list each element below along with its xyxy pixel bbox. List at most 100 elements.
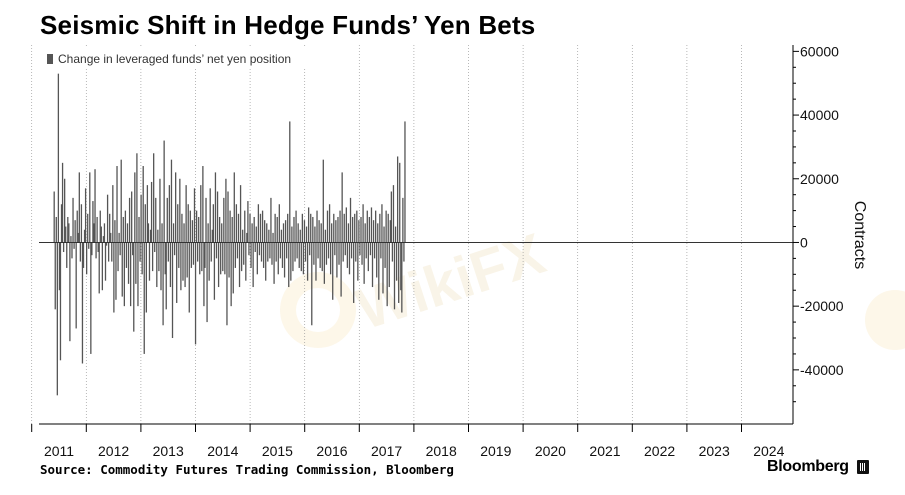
bar — [166, 197, 168, 243]
bar — [171, 242, 174, 339]
bar — [293, 216, 295, 243]
bar — [167, 242, 169, 262]
bar — [114, 220, 116, 243]
bar — [259, 213, 262, 243]
bar — [125, 242, 128, 268]
bar — [115, 242, 117, 300]
bar — [278, 204, 280, 243]
bar — [268, 229, 270, 243]
bar — [359, 242, 361, 256]
bar — [253, 216, 255, 243]
bar — [321, 242, 323, 272]
bar — [122, 216, 124, 243]
bar — [403, 242, 405, 262]
bar — [386, 242, 388, 307]
bar — [83, 229, 86, 243]
bar — [356, 210, 358, 243]
bar — [385, 210, 387, 243]
bar — [389, 220, 391, 243]
bar — [80, 204, 83, 243]
bar — [173, 242, 176, 256]
bar — [192, 242, 195, 265]
bar — [105, 242, 108, 246]
bar — [169, 242, 172, 288]
bar — [116, 166, 118, 243]
bar — [254, 242, 256, 253]
bar — [119, 242, 121, 256]
y-tick-label: 0 — [800, 234, 808, 250]
bar — [377, 223, 379, 243]
bar — [214, 172, 217, 243]
bar — [58, 242, 61, 291]
bar — [371, 242, 374, 288]
bar — [205, 197, 207, 243]
bar — [135, 242, 137, 284]
bar — [299, 229, 301, 243]
bar — [195, 210, 198, 243]
bar — [326, 210, 329, 243]
bar — [96, 216, 98, 243]
x-tick-label: 2018 — [426, 443, 457, 459]
bar — [187, 204, 189, 243]
bar — [79, 242, 82, 262]
bar — [232, 242, 234, 294]
y-axis-title: Contracts — [851, 201, 868, 269]
bar — [154, 242, 156, 253]
bar — [184, 242, 186, 288]
x-tick-label: 2019 — [480, 443, 511, 459]
bar — [327, 242, 330, 259]
bar — [273, 242, 275, 284]
bar — [247, 201, 249, 243]
bar — [236, 242, 239, 259]
bar — [275, 242, 277, 262]
legend-box — [42, 48, 320, 68]
bar — [331, 223, 333, 243]
bar — [370, 207, 373, 243]
bar — [276, 216, 278, 243]
bar — [274, 213, 276, 243]
bar — [86, 242, 88, 275]
bar — [345, 207, 347, 243]
bar — [346, 242, 349, 268]
bar — [246, 232, 248, 243]
bar — [255, 226, 257, 243]
x-tick-label: 2013 — [153, 443, 184, 459]
bar — [288, 242, 290, 288]
bar — [121, 242, 123, 297]
bar — [216, 191, 219, 243]
bar — [384, 242, 386, 268]
bar — [283, 242, 286, 278]
bar — [157, 229, 159, 243]
bar — [72, 197, 74, 243]
bar — [168, 185, 171, 243]
bar — [277, 242, 279, 275]
bar — [319, 242, 321, 268]
bar — [339, 210, 341, 243]
bar — [162, 242, 164, 326]
x-tick-label: 2016 — [316, 443, 347, 459]
bar — [372, 220, 375, 243]
bar — [304, 242, 307, 262]
bar — [106, 194, 109, 243]
bar — [189, 210, 191, 243]
bar — [212, 204, 214, 243]
bar — [347, 223, 350, 243]
bar — [183, 223, 185, 243]
y-tick-label: -40000 — [800, 362, 844, 378]
bar — [400, 242, 402, 291]
bar — [314, 226, 316, 243]
x-tick-label: 2020 — [535, 443, 566, 459]
bar — [238, 242, 241, 288]
bar — [344, 242, 346, 256]
bar — [145, 242, 147, 313]
bar — [144, 204, 146, 243]
bar — [188, 242, 190, 313]
x-tick-label: 2011 — [44, 443, 74, 459]
bar — [111, 242, 113, 262]
bar — [364, 223, 366, 243]
bar — [190, 242, 193, 268]
bar — [101, 242, 104, 291]
bar — [315, 242, 317, 281]
bars — [53, 73, 406, 396]
bar — [61, 162, 64, 243]
